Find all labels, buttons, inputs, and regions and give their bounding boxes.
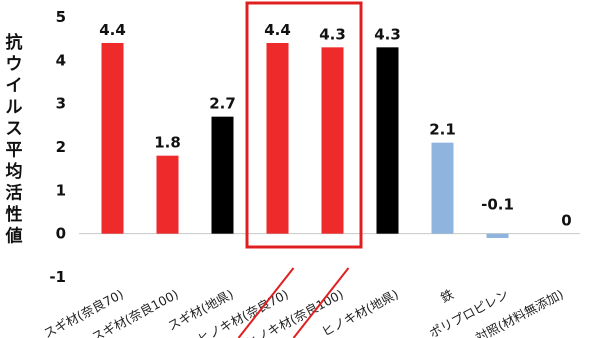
bars [101, 43, 509, 238]
y-axis-ticks: -1 0 1 2 3 4 5 [49, 8, 66, 286]
bar [376, 47, 399, 234]
y-axis-label-char: 性 [6, 204, 23, 225]
data-label: 4.4 [264, 21, 291, 39]
x-category-label: 鉄 [438, 286, 457, 305]
y-tick-label: -1 [49, 268, 66, 286]
highlight-strike [237, 267, 295, 338]
bar [431, 142, 454, 234]
bar [486, 233, 509, 238]
data-label: 4.4 [99, 21, 126, 39]
y-tick-label: 0 [56, 225, 66, 243]
y-axis-label-char: ウ [6, 55, 23, 75]
y-axis-label-char: 均 [6, 161, 23, 182]
x-axis-category-labels: スギ材(奈良70)スギ材(奈良100)スギ材(地県)ヒノキ材(奈良70)ヒノキ材… [41, 286, 566, 338]
data-label: 4.3 [374, 25, 401, 43]
y-tick-label: 5 [56, 8, 66, 26]
y-axis-label-char: 値 [5, 226, 23, 247]
y-tick-label: 4 [56, 51, 66, 69]
y-tick-label: 2 [56, 138, 66, 156]
data-label: 1.8 [154, 134, 181, 152]
data-label: 4.3 [319, 25, 346, 43]
data-label: 2.1 [429, 121, 456, 139]
y-axis-label-char: 活 [6, 183, 23, 204]
y-axis-label-char: イ [6, 76, 23, 96]
y-axis-label-char: 平 [6, 141, 23, 161]
data-label: -0.1 [481, 196, 514, 214]
highlight-annotation [237, 1, 363, 338]
highlight-box [245, 1, 363, 249]
y-axis-label-char: 抗 [6, 32, 23, 53]
y-tick-label: 3 [56, 95, 66, 113]
y-axis-label-char: ル [6, 98, 23, 118]
bar [321, 47, 344, 234]
bar [266, 43, 289, 234]
data-label: 0 [561, 212, 571, 230]
data-label: 2.7 [209, 95, 236, 113]
data-labels: 4.4 1.8 2.7 4.4 4.3 4.3 2.1 -0.1 0 [99, 21, 572, 230]
bar [211, 116, 234, 234]
bar [156, 155, 179, 234]
y-tick-label: 1 [56, 181, 66, 199]
highlight-strike [292, 267, 350, 338]
bar [101, 43, 124, 234]
y-axis-label-char: ス [6, 119, 23, 139]
